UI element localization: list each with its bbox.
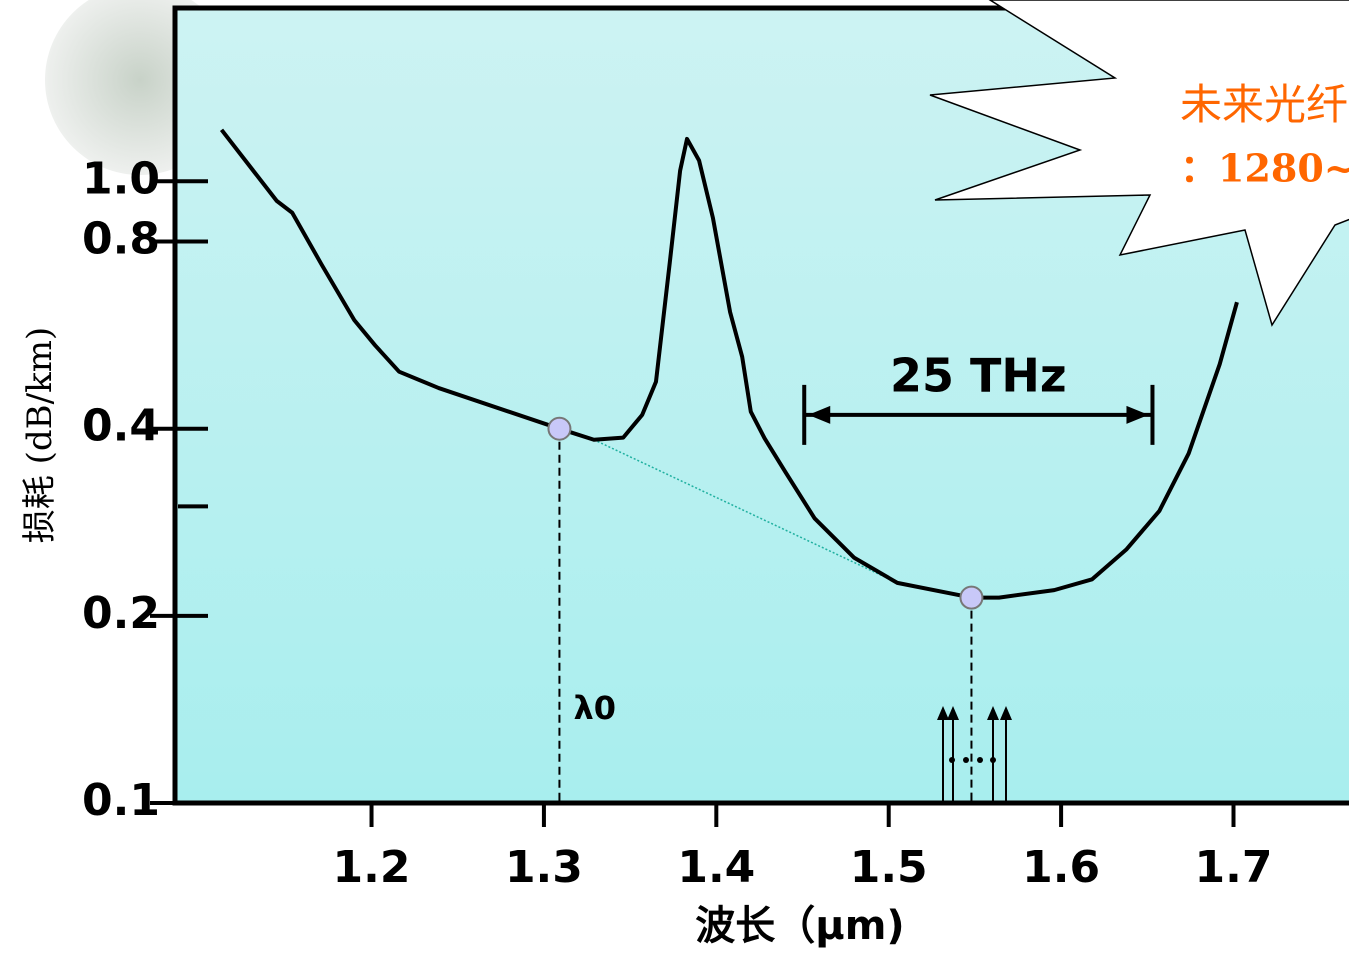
channel-dot [990,757,996,763]
callout-text: 未来光纤 [1180,80,1348,129]
x-tick-label: 1.6 [1022,842,1100,893]
y-tick-label: 0.8 [82,214,160,265]
y-tick-label: 0.1 [82,775,160,826]
x-axis-label: 波长（μm) [695,903,904,949]
y-tick-label: 0.4 [82,401,160,452]
y-tick-label: 1.0 [82,153,160,204]
point-marker [960,587,982,609]
x-tick-label: 1.4 [677,842,755,893]
point-marker [548,418,570,440]
channel-dot [977,757,983,763]
x-tick-label: 1.7 [1195,842,1273,893]
x-tick-label: 1.3 [505,842,583,893]
callout-text: ：1280~ [1180,146,1349,191]
chart: 损耗 (dB/km) 波长（μm) 0.1 0.2 0.4 0.8 1.0 1.2 1.3 1… [0,0,1349,961]
point-label: λ0 [573,689,616,727]
x-tick-label: 1.5 [850,842,928,893]
channel-dot [963,757,969,763]
y-axis-label: 损耗 (dB/km) [20,327,60,543]
y-tick-label: 0.2 [82,588,160,639]
bracket-label: 25 THz [890,348,1067,402]
channel-dot [949,757,955,763]
x-tick-label: 1.2 [333,842,411,893]
page: 损耗 (dB/km) 波长（μm) 0.1 0.2 0.4 0.8 1.0 1.2 1.3 1… [0,0,1349,961]
